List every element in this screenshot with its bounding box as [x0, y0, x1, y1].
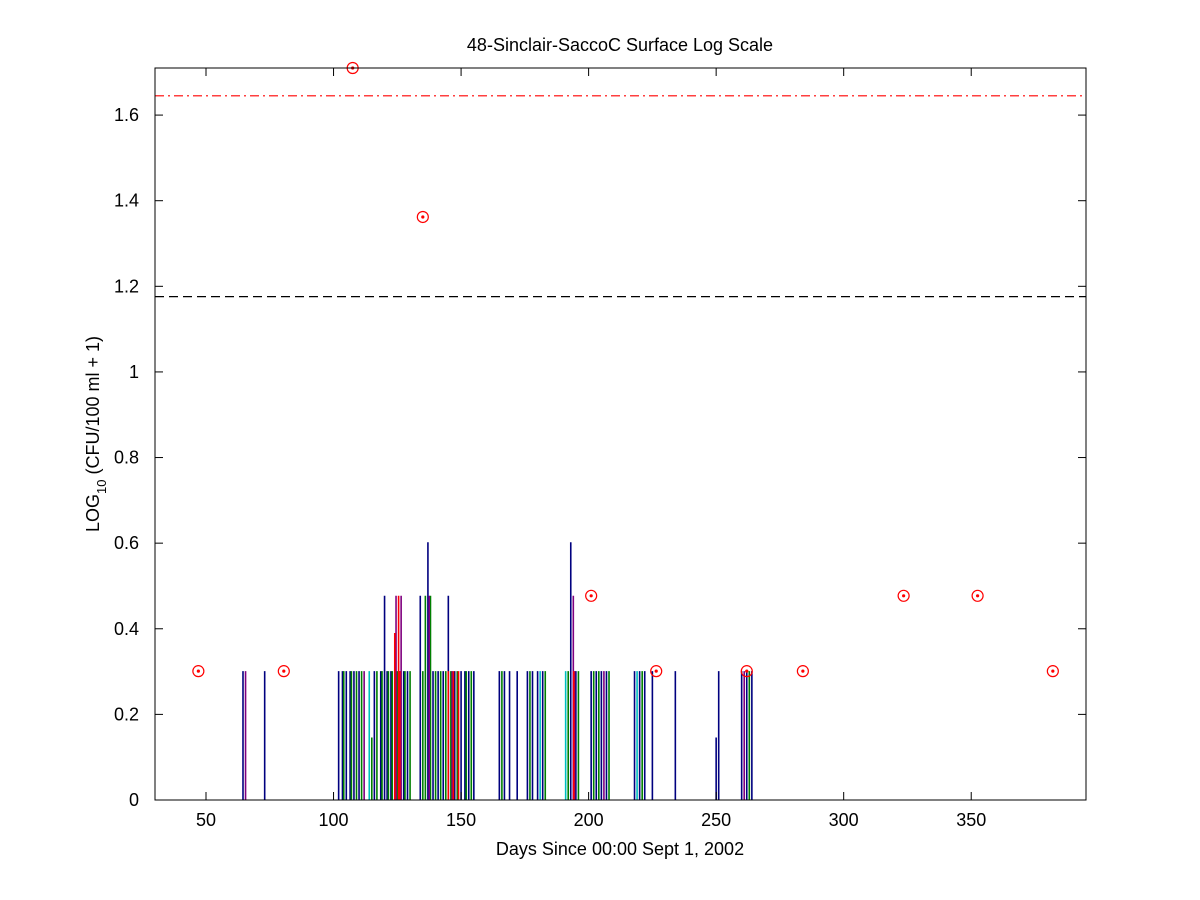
x-tick-label: 150 [446, 810, 476, 830]
marker-dot [975, 594, 980, 598]
marker-ring [897, 589, 910, 602]
data-marker [740, 665, 753, 678]
y-axis-label: LOG10 (CFU/100 ml + 1) [83, 336, 109, 532]
marker-dot [1051, 669, 1055, 673]
y-tick-label: 0.8 [114, 448, 139, 468]
marker-ring [971, 589, 984, 602]
y-tick-label: 0.2 [114, 704, 139, 724]
marker-ring [192, 665, 205, 678]
x-tick-label: 250 [701, 810, 731, 830]
chart-title: 48-Sinclair-SaccoC Surface Log Scale [467, 35, 773, 55]
x-tick-label: 100 [319, 810, 349, 830]
data-marker [897, 589, 910, 602]
y-axis-label-main: LOG [83, 494, 103, 532]
marker-dot [196, 669, 200, 673]
y-tick-label: 0 [129, 790, 139, 810]
marker-dot [902, 594, 906, 598]
marker-ring [650, 665, 663, 678]
data-marker [416, 210, 429, 224]
axes-frame [154, 67, 1087, 801]
marker-group [192, 61, 1059, 678]
y-axis-label-subscript: 10 [94, 480, 109, 494]
x-tick-label: 300 [829, 810, 859, 830]
marker-dot [654, 669, 658, 673]
plot-frame [154, 67, 1087, 801]
marker-dot [421, 215, 425, 219]
data-marker [1046, 665, 1059, 678]
marker-ring [796, 665, 809, 678]
y-tick-label: 0.4 [114, 619, 139, 639]
x-tick-label: 350 [956, 810, 986, 830]
marker-ring [416, 210, 429, 224]
y-tick-label: 1.2 [114, 276, 139, 296]
data-marker [971, 589, 984, 602]
y-tick-label: 1.4 [114, 191, 139, 211]
y-axis-label-rest: (CFU/100 ml + 1) [83, 336, 103, 480]
data-marker [277, 665, 290, 678]
marker-ring [585, 589, 598, 602]
data-marker [796, 665, 809, 678]
reference-lines [155, 95, 1086, 298]
data-marker [192, 665, 205, 678]
marker-ring [1046, 665, 1059, 678]
marker-ring [277, 665, 290, 678]
y-tick-label: 0.6 [114, 533, 139, 553]
y-tick-label: 1.6 [114, 105, 139, 125]
y-axis-ticks: 0 0.2 0.4 0.6 0.8 1 1.2 1.4 1.6 [114, 105, 1086, 810]
x-tick-label: 50 [196, 810, 216, 830]
y-tick-label: 1 [129, 362, 139, 382]
x-tick-label: 200 [574, 810, 604, 830]
bar-series-group [242, 542, 753, 800]
x-axis-ticks: 50 100 150 200 250 300 350 [196, 68, 986, 830]
marker-dot [589, 594, 593, 598]
data-marker [650, 665, 663, 678]
data-marker [585, 589, 598, 602]
marker-dot [801, 669, 805, 673]
x-axis-label: Days Since 00:00 Sept 1, 2002 [496, 839, 744, 859]
marker-dot [745, 669, 749, 673]
marker-ring [740, 665, 753, 678]
marker-dot [282, 669, 286, 673]
